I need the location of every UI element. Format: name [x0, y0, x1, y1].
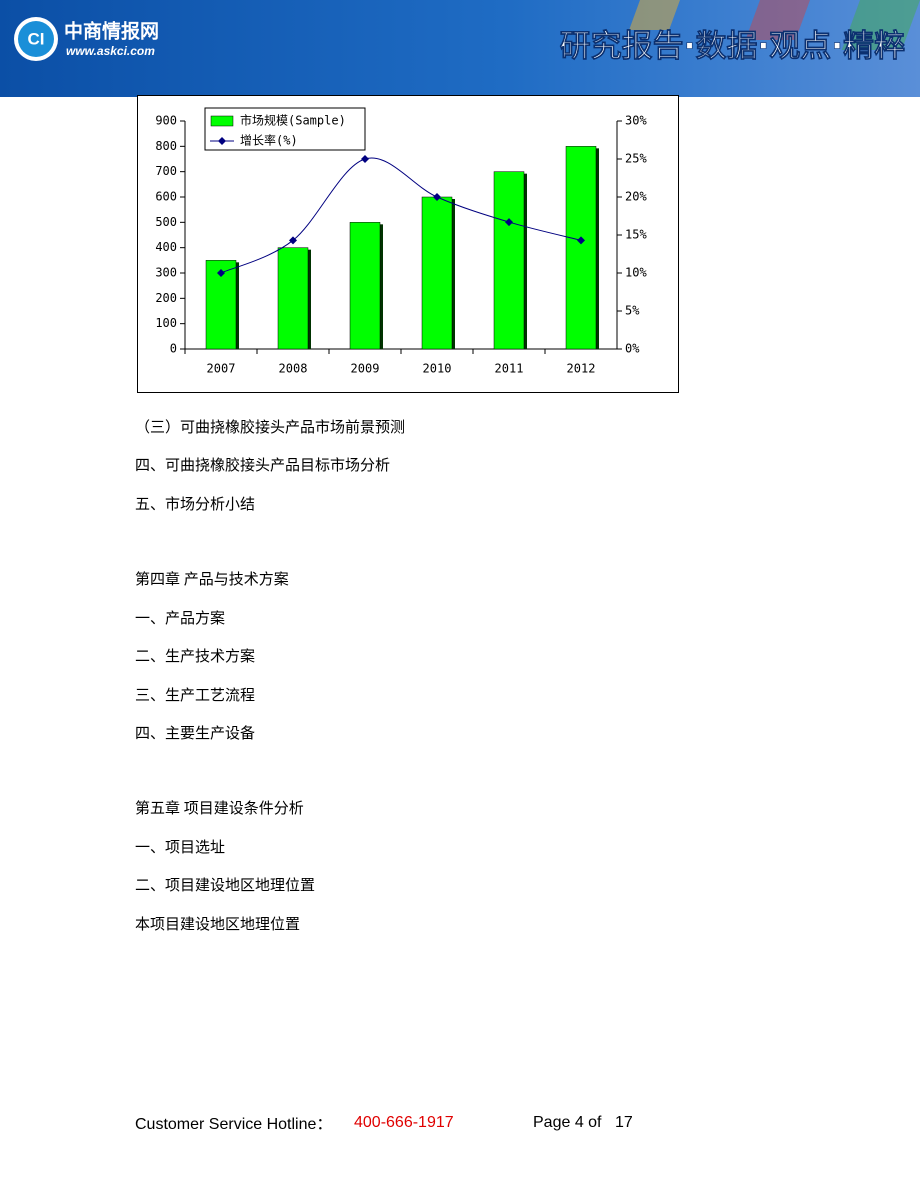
text-line: 三、生产工艺流程	[135, 688, 256, 704]
x-tick-label: 2011	[495, 362, 524, 376]
y-tick-label: 700	[155, 164, 177, 178]
banner-bg	[0, 0, 920, 97]
slogan: 研究报告·数据·观点·精粹	[560, 29, 905, 65]
site-name: 中商情报网	[64, 20, 159, 43]
decor	[841, 0, 920, 50]
y-tick-label: 100	[155, 316, 177, 330]
y-tick-label: 500	[155, 215, 177, 229]
y-tick-label: 800	[155, 139, 177, 153]
legend-label: 市场规模(Sample)	[240, 113, 346, 128]
y-tick-label: 200	[155, 291, 177, 305]
bar	[349, 222, 381, 350]
header-banner: CI 中商情报网 www.askci.com 研究报告·数据·观点·精粹	[0, 0, 920, 97]
x-tick-label: 2010	[423, 362, 452, 376]
y-tick-label: 0	[170, 342, 177, 356]
legend-box	[204, 107, 366, 151]
marker	[433, 193, 441, 201]
bar	[421, 196, 453, 350]
hotline: 400-666-1917	[354, 1114, 454, 1131]
bar	[565, 146, 597, 350]
text-line: 第五章 项目建设条件分析	[135, 801, 304, 817]
decor	[745, 0, 810, 40]
bar	[493, 171, 525, 350]
chart: 0 100 200 300 400 500 600 700 800 900 0% 5% 10% 15% 20…	[137, 95, 679, 393]
text-line: 四、可曲挠橡胶接头产品目标市场分析	[135, 458, 391, 474]
y2-tick-label: 30%	[625, 114, 647, 128]
y2-tick-label: 0%	[625, 342, 640, 356]
text-line: 本项目建设地区地理位置	[135, 917, 301, 933]
x-tick-label: 2008	[279, 362, 308, 376]
marker	[577, 236, 585, 245]
marker	[361, 155, 369, 163]
logo-text: CI	[28, 29, 45, 48]
y-tick-label: 300	[155, 266, 177, 280]
legend-swatch	[210, 115, 234, 127]
text-line: 一、产品方案	[135, 611, 226, 627]
marker	[289, 236, 297, 245]
text-line: 五、市场分析小结	[135, 497, 256, 513]
y-tick-label: 600	[155, 190, 177, 204]
text-line: 一、项目选址	[135, 840, 226, 856]
text-line: 二、项目建设地区地理位置	[135, 878, 316, 894]
text-line: 二、生产技术方案	[135, 649, 256, 665]
y2-tick-label: 20%	[625, 190, 647, 204]
text-line: 第四章 产品与技术方案	[135, 572, 289, 588]
y-tick-label: 400	[155, 240, 177, 254]
hotline-label: Customer Service Hotline：	[135, 1116, 333, 1133]
y2-tick-label: 10%	[625, 266, 647, 280]
logo-inner	[18, 21, 54, 57]
y-tick-label: 900	[155, 114, 177, 128]
y2-tick-label: 25%	[625, 152, 647, 166]
site-url: www.askci.com	[66, 44, 155, 58]
text-line: （三）可曲挠橡胶接头产品市场前景预测	[135, 420, 406, 436]
x-tick-label: 2009	[351, 362, 380, 376]
y2-tick-label: 15%	[625, 228, 647, 242]
marker	[505, 218, 513, 227]
legend-label: 增长率(%)	[240, 133, 298, 148]
page-label: Page 4 of	[533, 1114, 602, 1131]
x-tick-label: 2007	[207, 362, 236, 376]
bar	[277, 247, 309, 350]
decor	[629, 0, 680, 30]
y2-tick-label: 5%	[625, 304, 640, 318]
text-line: 四、主要生产设备	[135, 726, 256, 742]
total-pages: 17	[615, 1114, 633, 1131]
marker	[217, 269, 225, 277]
x-tick-label: 2012	[567, 362, 596, 376]
legend-swatch	[218, 137, 226, 145]
